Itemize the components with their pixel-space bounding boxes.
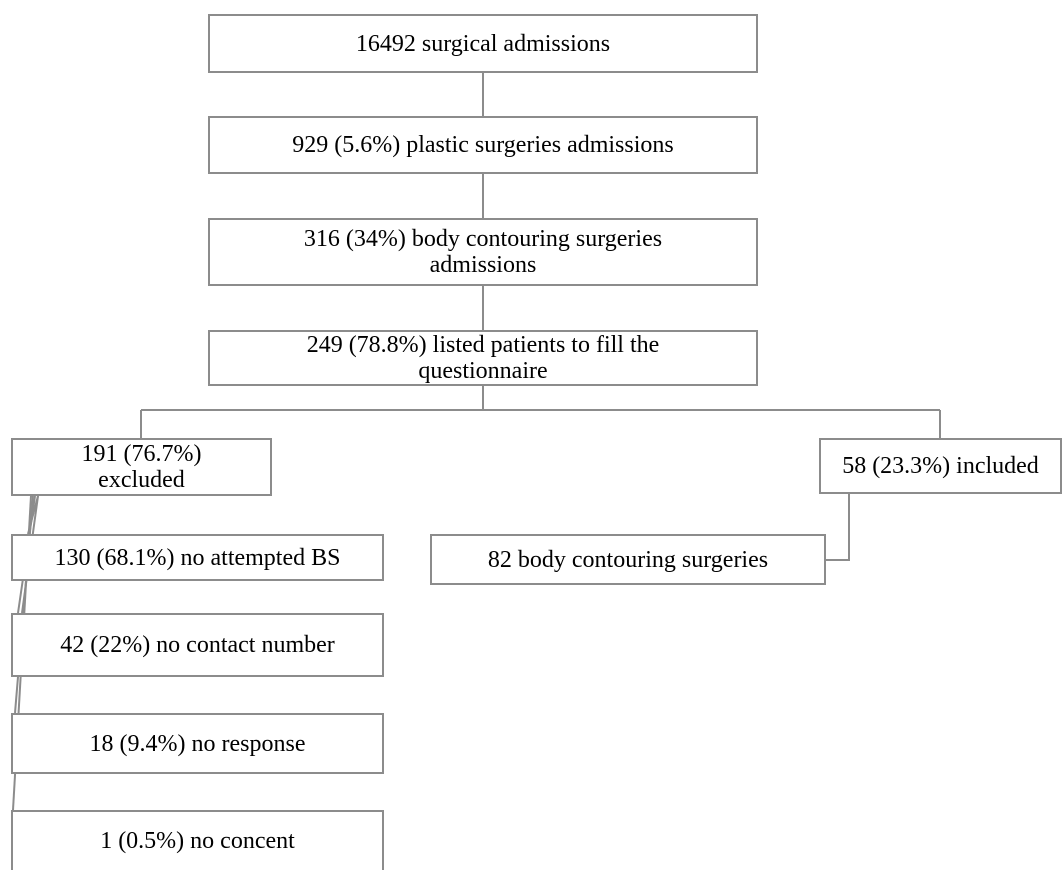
- box-excluded-line-1: 191 (76.7%): [81, 441, 202, 467]
- box-no-response-text: 18 (9.4%) no response: [89, 730, 306, 757]
- box-no-response: 18 (9.4%) no response: [11, 713, 384, 774]
- box-no-consent: 1 (0.5%) no concent: [11, 810, 384, 870]
- box-no-consent-text: 1 (0.5%) no concent: [100, 828, 295, 854]
- box-listed-patients: 249 (78.8%) listed patients to fill the …: [208, 330, 758, 386]
- box-no-contact-number-text: 42 (22%) no contact number: [60, 632, 335, 658]
- connector-included-surgeries: [826, 494, 850, 561]
- box-included: 58 (23.3%) included: [819, 438, 1062, 494]
- box-excluded: 191 (76.7%) excluded: [11, 438, 272, 496]
- box-plastic-surgeries: 929 (5.6%) plastic surgeries admissions: [208, 116, 758, 174]
- box-listed-patients-line-1: 249 (78.8%) listed patients to fill the: [306, 332, 660, 358]
- box-included-text: 58 (23.3%) included: [842, 453, 1039, 479]
- box-body-contouring-admissions: 316 (34%) body contouring surgeries admi…: [208, 218, 758, 286]
- box-body-contouring-surgeries: 82 body contouring surgeries: [430, 534, 826, 585]
- box-plastic-surgeries-text: 929 (5.6%) plastic surgeries admissions: [292, 132, 674, 158]
- box-surgical-admissions: 16492 surgical admissions: [208, 14, 758, 73]
- box-no-attempted-bs-text: 130 (68.1%) no attempted BS: [54, 544, 341, 571]
- box-body-contouring-line-1: 316 (34%) body contouring surgeries: [303, 226, 663, 252]
- box-surgical-admissions-text: 16492 surgical admissions: [355, 30, 611, 57]
- box-no-contact-number: 42 (22%) no contact number: [11, 613, 384, 677]
- box-body-contouring-surgeries-text: 82 body contouring surgeries: [487, 546, 769, 573]
- box-listed-patients-line-2: questionnaire: [418, 358, 548, 384]
- box-body-contouring-line-2: admissions: [429, 252, 537, 278]
- box-excluded-line-2: excluded: [98, 467, 185, 493]
- box-no-attempted-bs: 130 (68.1%) no attempted BS: [11, 534, 384, 581]
